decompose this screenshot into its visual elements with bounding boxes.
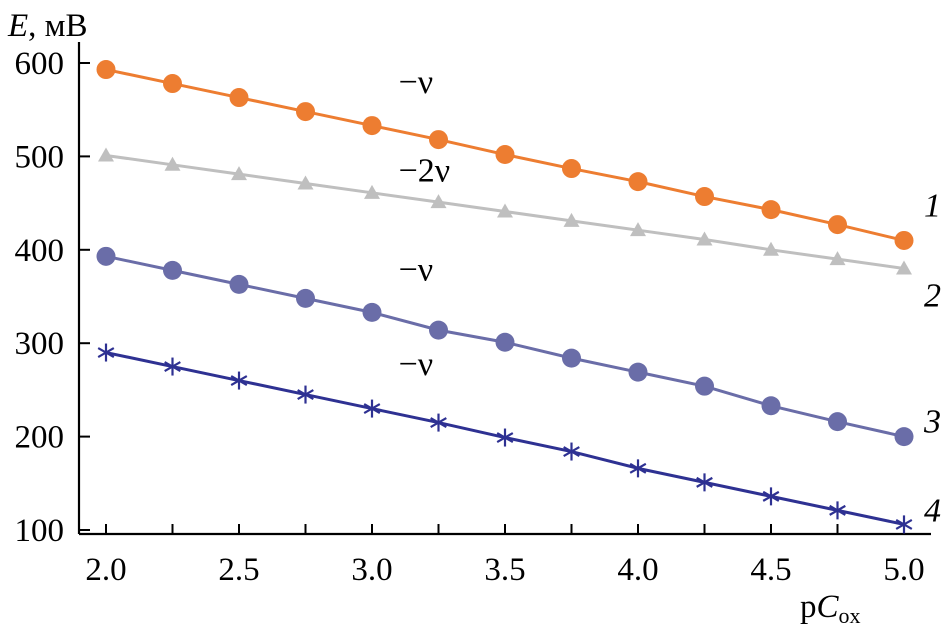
series-1-point [562, 159, 581, 179]
series-1-point [96, 60, 116, 80]
series-3-point [296, 288, 315, 308]
series-2-point [164, 156, 181, 171]
series-4-point [696, 473, 713, 492]
x-axis: 2.0 2.5 3.0 3.5 4.0 4.5 5.0 [79, 524, 931, 588]
series-1 [96, 60, 914, 250]
y-tick-label: 600 [15, 46, 65, 82]
series-2-point [630, 222, 646, 237]
series-3-point [562, 348, 581, 368]
series-1-point [429, 130, 448, 150]
x-tick-label: 4.0 [617, 552, 658, 588]
series-4-point [164, 357, 181, 376]
curve-number-label: 4 [924, 492, 941, 529]
series-4-point [230, 371, 248, 390]
annotation-label: −ν [399, 252, 434, 289]
curve-number-label: 1 [924, 187, 941, 224]
series-2 [98, 147, 912, 275]
series-4-point [762, 487, 780, 506]
series-3-point [163, 260, 182, 280]
y-ticks: 100 200 300 400 500 600 [15, 46, 90, 549]
series-2-point [297, 175, 314, 190]
x-axis-title: pCox [800, 589, 861, 628]
y-tick-label: 500 [15, 139, 65, 175]
series-4-point [97, 343, 115, 362]
series-2-point [364, 184, 380, 199]
curve-number-label: 2 [924, 277, 941, 314]
series-2-point [696, 231, 713, 246]
series-2-point [430, 194, 447, 209]
series-3 [96, 246, 914, 447]
series-layer [96, 60, 914, 534]
series-1-point [828, 215, 847, 235]
x-tick-label: 5.0 [883, 552, 924, 588]
series-2-point [231, 166, 247, 181]
series-2-point [497, 203, 513, 218]
series-4-point [829, 501, 846, 520]
series-1-point [495, 145, 515, 165]
annotation-label: −ν [399, 64, 434, 101]
series-4-point [430, 413, 447, 432]
x-tick-label: 2.5 [218, 552, 259, 588]
curve-number-label: 3 [923, 404, 941, 441]
series-1-point [894, 230, 914, 250]
series-4-point [363, 399, 381, 418]
x-tick-label: 3.5 [484, 552, 525, 588]
series-1-point [695, 187, 714, 207]
series-3-point [362, 302, 382, 322]
series-4-point [895, 515, 913, 534]
annotation-layer: −ν −2ν −ν −ν [399, 64, 451, 383]
series-1-point [229, 88, 249, 108]
series-4-point [629, 459, 647, 478]
x-tick-label: 2.0 [85, 552, 126, 588]
series-2-point [829, 251, 846, 266]
series-3-point [828, 412, 847, 432]
series-4-point [563, 442, 580, 461]
y-axis: 100 200 300 400 500 600 [15, 42, 90, 549]
series-1-point [761, 200, 781, 220]
series-4-point [496, 428, 514, 447]
series-3-point [495, 332, 515, 352]
series-1-point [163, 74, 182, 94]
annotation-label: −ν [399, 346, 434, 383]
x-tick-label: 3.0 [351, 552, 392, 588]
y-tick-label: 100 [15, 513, 65, 549]
series-3-point [894, 427, 914, 447]
series-1-point [628, 172, 648, 192]
y-tick-label: 300 [15, 326, 65, 362]
annotation-label: −2ν [399, 153, 451, 190]
series-1-point [296, 102, 315, 122]
series-4 [97, 343, 913, 534]
y-axis-title: E, мВ [7, 8, 88, 44]
series-2-point [563, 212, 580, 227]
series-1-point [362, 116, 382, 136]
series-3-point [229, 274, 249, 294]
curve-number-layer: 1 2 3 4 [923, 187, 941, 529]
series-3-point [628, 362, 648, 382]
y-tick-label: 200 [15, 420, 65, 456]
series-2-point [98, 147, 114, 162]
series-2-point [896, 260, 912, 275]
series-3-point [96, 246, 116, 266]
x-ticks: 2.0 2.5 3.0 3.5 4.0 4.5 5.0 [85, 524, 925, 588]
x-tick-label: 4.5 [750, 552, 791, 588]
series-2-point [763, 241, 779, 256]
series-3-point [695, 376, 714, 396]
series-3-point [761, 396, 781, 416]
series-3-point [429, 320, 448, 340]
y-tick-label: 400 [15, 233, 65, 269]
series-4-point [297, 385, 314, 404]
